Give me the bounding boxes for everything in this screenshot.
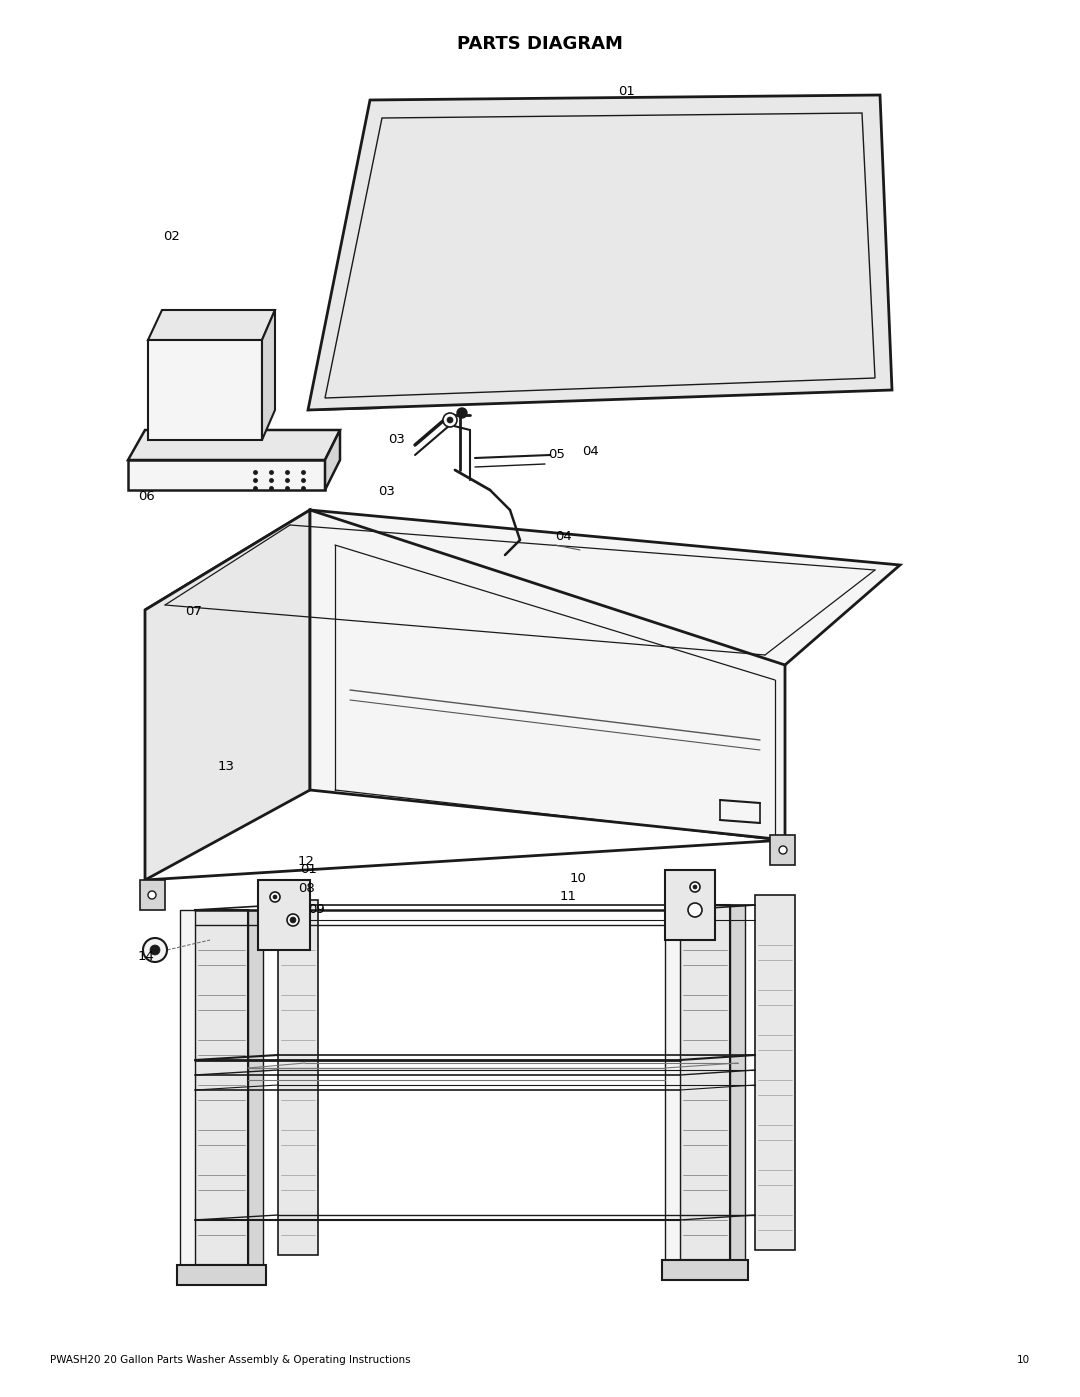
Polygon shape <box>129 460 325 490</box>
Circle shape <box>447 416 453 423</box>
Polygon shape <box>755 895 795 1250</box>
Text: PARTS DIAGRAM: PARTS DIAGRAM <box>457 35 623 53</box>
Text: 03: 03 <box>388 433 405 446</box>
Text: 12: 12 <box>298 855 315 868</box>
Polygon shape <box>730 905 745 1260</box>
Polygon shape <box>310 510 785 840</box>
Text: 13: 13 <box>218 760 235 773</box>
Circle shape <box>693 886 697 888</box>
Polygon shape <box>148 339 262 440</box>
Text: 09: 09 <box>308 902 325 916</box>
Circle shape <box>143 937 167 963</box>
Polygon shape <box>195 909 248 1266</box>
Text: 10: 10 <box>570 872 586 886</box>
Polygon shape <box>140 880 165 909</box>
Circle shape <box>688 902 702 916</box>
Polygon shape <box>680 905 730 1260</box>
Polygon shape <box>262 310 275 440</box>
Text: 01: 01 <box>618 85 635 98</box>
Text: 11: 11 <box>561 890 577 902</box>
Text: 04: 04 <box>555 529 571 543</box>
Text: 05: 05 <box>548 448 565 461</box>
Text: 06: 06 <box>138 490 154 503</box>
Text: 03: 03 <box>378 485 395 497</box>
Polygon shape <box>665 905 680 1260</box>
Text: 10: 10 <box>1017 1355 1030 1365</box>
Polygon shape <box>278 900 318 1255</box>
Polygon shape <box>145 510 900 665</box>
Polygon shape <box>145 510 310 880</box>
Circle shape <box>779 847 787 854</box>
Polygon shape <box>177 1266 266 1285</box>
Polygon shape <box>308 95 892 409</box>
Text: 08: 08 <box>298 882 314 895</box>
Circle shape <box>150 944 160 956</box>
Text: 14: 14 <box>138 950 154 963</box>
Circle shape <box>287 914 299 926</box>
Polygon shape <box>180 909 195 1266</box>
Text: PWASH20 20 Gallon Parts Washer Assembly & Operating Instructions: PWASH20 20 Gallon Parts Washer Assembly … <box>50 1355 410 1365</box>
Circle shape <box>457 408 467 418</box>
Polygon shape <box>248 909 264 1266</box>
Polygon shape <box>770 835 795 865</box>
Polygon shape <box>665 870 715 940</box>
Polygon shape <box>148 310 275 339</box>
Circle shape <box>148 891 156 900</box>
Polygon shape <box>662 1260 748 1280</box>
Circle shape <box>443 414 457 427</box>
Circle shape <box>690 882 700 893</box>
Polygon shape <box>258 880 310 950</box>
Text: 04: 04 <box>582 446 598 458</box>
Circle shape <box>291 916 296 923</box>
Polygon shape <box>129 430 340 460</box>
Text: 02: 02 <box>163 231 180 243</box>
Polygon shape <box>325 430 340 490</box>
Text: 01: 01 <box>300 863 316 876</box>
Circle shape <box>273 895 276 900</box>
Circle shape <box>270 893 280 902</box>
Text: 07: 07 <box>185 605 202 617</box>
